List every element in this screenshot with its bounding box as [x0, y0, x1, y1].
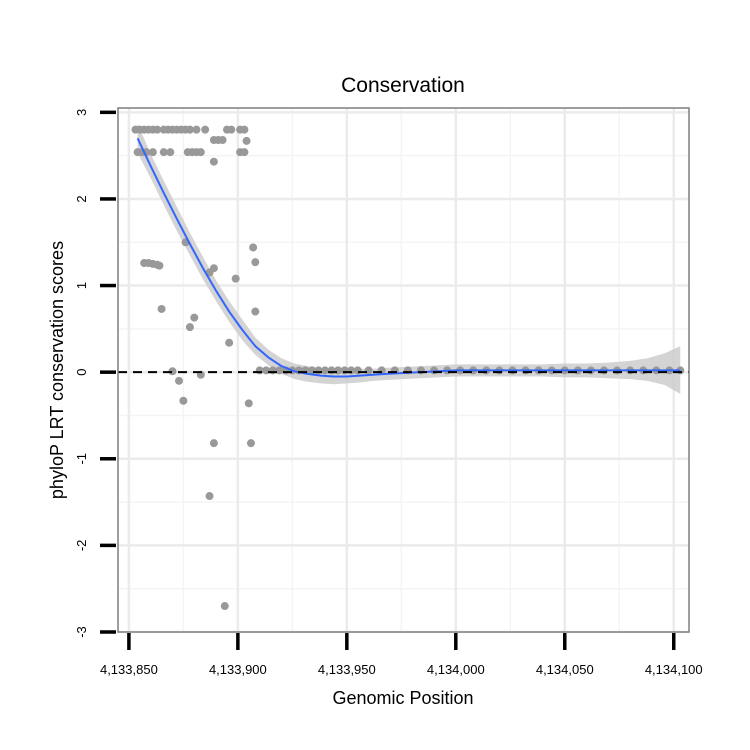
data-point: [251, 258, 260, 267]
data-point: [364, 366, 373, 375]
data-point: [190, 313, 199, 322]
data-point: [249, 243, 258, 252]
chart-title: Conservation: [341, 74, 465, 97]
data-point: [227, 125, 236, 134]
data-point: [251, 307, 260, 316]
data-point: [240, 125, 249, 134]
data-point: [179, 396, 188, 405]
x-axis: 4,133,850 4,133,900 4,133,950 4,134,000 4,13…: [100, 633, 703, 677]
data-point: [246, 439, 255, 448]
y-tick-label: 2: [74, 195, 89, 202]
data-point: [196, 148, 205, 157]
y-axis: -3 -2 -1 0 1 2 3: [74, 109, 116, 638]
data-point: [244, 399, 253, 408]
data-point: [175, 376, 184, 385]
x-tick-label: 4,133,850: [100, 662, 158, 677]
x-tick-label: 4,133,950: [318, 662, 376, 677]
data-point: [159, 148, 168, 157]
data-point: [225, 338, 234, 347]
y-tick-label: -3: [74, 626, 89, 638]
y-tick-label: -1: [74, 453, 89, 465]
x-tick-label: 4,134,050: [536, 662, 594, 677]
smooth-fit-line: [136, 137, 681, 378]
data-point: [242, 136, 251, 145]
x-axis-title: Genomic Position: [332, 688, 473, 708]
data-point: [220, 602, 229, 611]
data-point: [185, 125, 194, 134]
plot-panel-border: [117, 107, 690, 633]
data-point: [353, 366, 362, 375]
confidence-band: [137, 123, 681, 394]
x-tick-label: 4,133,900: [209, 662, 267, 677]
data-point: [209, 157, 218, 166]
data-point: [168, 367, 177, 376]
data-point: [155, 261, 164, 270]
y-tick-label: 1: [74, 282, 89, 289]
y-axis-title: phyloP LRT conservation scores: [47, 241, 67, 499]
x-tick-label: 4,134,100: [645, 662, 703, 677]
data-point: [192, 125, 201, 134]
data-point: [157, 304, 166, 313]
data-point: [153, 125, 162, 134]
confidence-band-area: [137, 123, 681, 394]
data-point: [201, 125, 210, 134]
data-point: [166, 148, 175, 157]
data-point: [185, 323, 194, 332]
y-tick-label: 3: [74, 109, 89, 116]
data-point: [231, 274, 240, 283]
data-point: [209, 264, 218, 273]
data-point: [275, 366, 284, 375]
data-point: [148, 148, 157, 157]
y-tick-label: 0: [74, 369, 89, 376]
fit-line-path: [136, 137, 681, 378]
data-point: [240, 148, 249, 157]
data-point: [321, 366, 330, 375]
data-point: [205, 492, 214, 501]
x-tick-label: 4,134,000: [427, 662, 485, 677]
y-tick-label: -2: [74, 540, 89, 552]
data-point: [209, 439, 218, 448]
data-point: [218, 136, 227, 145]
